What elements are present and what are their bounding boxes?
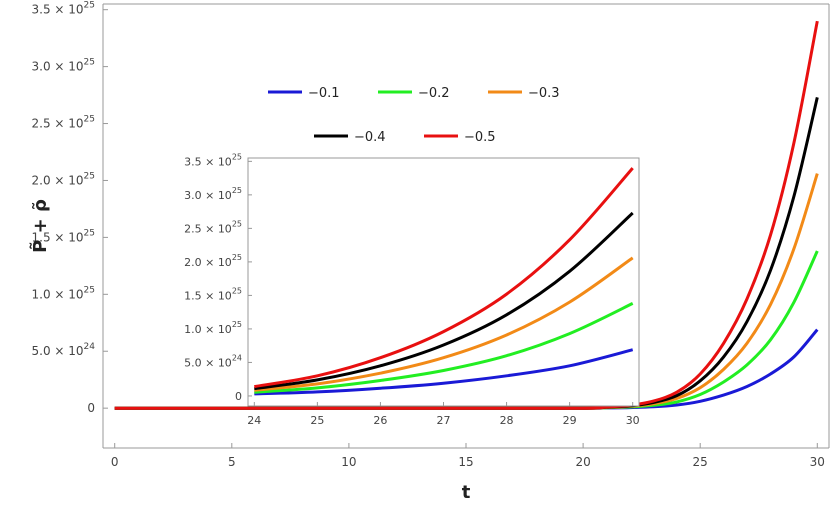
x-axis-title: t bbox=[462, 482, 471, 503]
x-tick-label: 30 bbox=[626, 414, 640, 427]
y-tick-label: 3.5 × 1025 bbox=[32, 1, 96, 17]
y-tick-label: 3.5 × 1025 bbox=[184, 152, 242, 168]
y-tick-label: 5.0 × 1024 bbox=[184, 353, 242, 369]
x-tick-label: 20 bbox=[575, 455, 590, 469]
legend-label: −0.3 bbox=[528, 86, 560, 101]
y-tick-label: 3.0 × 1025 bbox=[184, 186, 242, 202]
x-tick-label: 29 bbox=[563, 414, 577, 427]
y-tick-label: 1.0 × 1025 bbox=[32, 285, 96, 301]
legend-label: −0.4 bbox=[354, 130, 386, 145]
x-tick-label: 25 bbox=[693, 455, 708, 469]
main-plot-frame bbox=[102, 3, 830, 449]
inset-axis-ticks: 24 25 26 27 28 29 30 0 5.0 × 1024 1.0 × 1025 1.5 ×… bbox=[184, 152, 640, 427]
x-tick-label: 26 bbox=[373, 414, 387, 427]
legend-item: −0.5 bbox=[424, 130, 496, 145]
x-tick-label: 25 bbox=[310, 414, 324, 427]
main-axis-ticks: 0 5 10 15 20 25 30 0 5.0 × 1024 1.0 × 1025 1.5 × 1… bbox=[32, 1, 825, 469]
y-tick-label: 5.0 × 1024 bbox=[32, 342, 96, 358]
legend-item: −0.4 bbox=[314, 130, 386, 145]
series-line-05 bbox=[254, 167, 634, 389]
series-line-05 bbox=[114, 20, 819, 410]
y-tick-label: 0 bbox=[87, 401, 95, 415]
x-tick-label: 15 bbox=[458, 455, 473, 469]
series-line-01 bbox=[254, 348, 634, 396]
series-line-04 bbox=[254, 211, 634, 391]
legend-label: −0.5 bbox=[464, 130, 496, 145]
x-tick-label: 28 bbox=[500, 414, 514, 427]
x-tick-label: 0 bbox=[111, 455, 119, 469]
legend-item: −0.2 bbox=[378, 86, 450, 101]
y-tick-label: 3.0 × 1025 bbox=[32, 58, 96, 74]
y-tick-label: 0 bbox=[235, 390, 242, 403]
main-series-lines bbox=[114, 20, 819, 410]
series-line-02 bbox=[254, 302, 634, 394]
legend-label: −0.2 bbox=[418, 86, 450, 101]
x-tick-label: 30 bbox=[810, 455, 825, 469]
inset-plot-frame bbox=[247, 157, 640, 407]
x-tick-label: 27 bbox=[437, 414, 451, 427]
y-tick-label: 1.5 × 1025 bbox=[184, 286, 242, 302]
x-tick-label: 24 bbox=[247, 414, 261, 427]
legend-label: −0.1 bbox=[308, 86, 340, 101]
y-axis-title: P̃ + ρ̃ bbox=[30, 199, 51, 253]
series-line-03 bbox=[254, 256, 634, 392]
legend-item: −0.1 bbox=[268, 86, 340, 101]
x-tick-label: 5 bbox=[228, 455, 236, 469]
legend: −0.1 −0.2 −0.3 −0.4 −0.5 bbox=[268, 86, 560, 145]
legend-item: −0.3 bbox=[488, 86, 560, 101]
y-tick-label: 2.5 × 1025 bbox=[184, 219, 242, 235]
y-tick-label: 1.0 × 1025 bbox=[184, 320, 242, 336]
inset-series-lines bbox=[254, 167, 634, 396]
y-tick-label: 1.5 × 1025 bbox=[32, 228, 96, 244]
y-tick-label: 2.5 × 1025 bbox=[32, 115, 96, 131]
y-tick-label: 2.0 × 1025 bbox=[184, 253, 242, 269]
y-tick-label: 2.0 × 1025 bbox=[32, 171, 96, 187]
x-tick-label: 10 bbox=[341, 455, 356, 469]
